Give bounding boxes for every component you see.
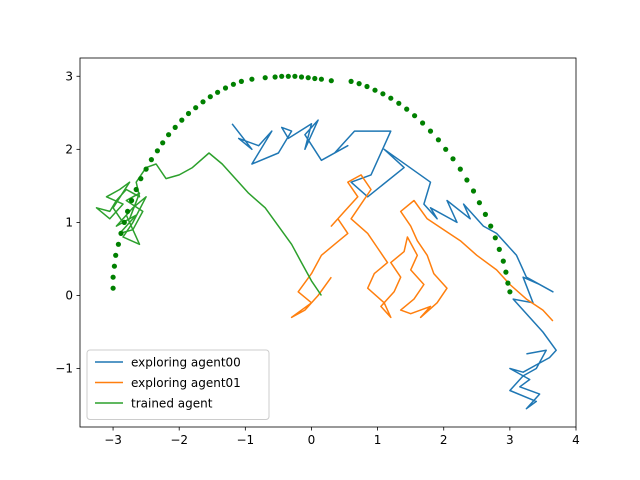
scatter-point: [482, 211, 488, 217]
scatter-point: [496, 246, 502, 252]
scatter-point: [396, 100, 402, 106]
scatter-point: [312, 75, 318, 82]
y-tick-label: 0: [65, 288, 73, 302]
scatter-point: [285, 73, 291, 79]
scatter-point: [115, 241, 121, 247]
scatter-point: [457, 166, 463, 172]
scatter-point: [450, 156, 456, 162]
scatter-point: [249, 76, 255, 82]
scatter-point: [185, 110, 192, 117]
scatter-point: [356, 81, 362, 87]
scatter-point: [138, 176, 144, 182]
scatter-point: [133, 186, 139, 193]
y-tick-label: 3: [65, 69, 73, 83]
legend-label-trained-agent: trained agent: [131, 397, 213, 411]
scatter-point: [348, 78, 354, 84]
scatter-point: [380, 91, 386, 97]
scatter-point: [488, 223, 494, 229]
scatter-point: [420, 120, 426, 126]
axes: −3 −2 −1 0 1 2 3 4 −1 0 1 2 3: [55, 57, 580, 447]
scatter-point: [427, 128, 434, 134]
scatter-point: [222, 85, 229, 91]
scatter-point: [305, 75, 311, 81]
scatter-point: [372, 87, 378, 93]
scatter-point: [470, 188, 477, 194]
scatter-point: [503, 269, 509, 275]
scatter-point: [364, 83, 370, 90]
scatter-point: [404, 106, 410, 112]
scatter-point: [388, 95, 394, 101]
scatter-point: [111, 263, 117, 269]
scatter-point: [148, 157, 154, 163]
x-tick-label: 3: [506, 433, 514, 447]
scatter-point: [207, 94, 213, 100]
scatter-point: [193, 105, 199, 111]
legend: exploring agent00 exploring agent01 traine…: [86, 349, 270, 420]
scatter-point: [125, 208, 131, 214]
x-tick-label: −2: [170, 433, 188, 447]
legend-label-exploring-agent01: exploring agent01: [131, 376, 241, 390]
scatter-point: [412, 113, 418, 119]
scatter-point: [500, 258, 506, 264]
scatter-point: [113, 252, 119, 258]
scatter-point: [166, 132, 172, 138]
scatter-point: [279, 73, 285, 79]
scatter-point: [298, 74, 305, 80]
scatter-point: [492, 235, 498, 241]
y-tick-label: 2: [65, 142, 73, 156]
y-tick-label: 1: [65, 215, 73, 229]
scatter-point: [443, 146, 449, 152]
series-line-exploring-agent01: [290, 174, 554, 322]
scatter-point: [230, 81, 236, 87]
scatter-point: [435, 137, 441, 143]
x-tick-label: 1: [374, 433, 382, 447]
scatter-point: [292, 73, 298, 79]
x-tick-label: −3: [104, 433, 122, 447]
legend-label-exploring-agent00: exploring agent00: [131, 356, 241, 370]
x-tick-label: 0: [308, 433, 316, 447]
scatter-point: [121, 219, 127, 225]
scatter-point: [272, 74, 278, 80]
x-tick-label: −1: [236, 433, 254, 447]
scatter-point: [464, 177, 470, 183]
series-line-trained-agent: [95, 152, 323, 296]
scatter-point: [143, 166, 149, 172]
legend-box: [86, 349, 270, 420]
scatter-point: [154, 148, 160, 154]
x-tick-label: 2: [440, 433, 448, 447]
series-line-exploring-agent00: [231, 119, 557, 410]
scatter-point: [172, 124, 178, 130]
scatter-point: [507, 289, 513, 295]
scatter-point: [160, 140, 166, 146]
scatter-point: [129, 197, 135, 204]
x-tick-label: 4: [572, 433, 580, 447]
scatter-point: [110, 274, 116, 280]
scatter-point: [328, 78, 334, 84]
plot-area: [95, 73, 557, 410]
scatter-point: [110, 285, 116, 291]
series-group: [95, 73, 557, 410]
y-tick-label: −1: [55, 362, 73, 376]
scatter-point: [118, 230, 124, 236]
axes-frame: [79, 57, 577, 428]
scatter-point: [215, 89, 221, 95]
scatter-point: [262, 75, 268, 81]
scatter-point: [179, 117, 185, 123]
scatter-point: [238, 78, 244, 84]
scatter-point: [200, 99, 206, 105]
scatter-point: [318, 76, 324, 82]
scatter-point: [476, 200, 482, 206]
scatter-point: [505, 280, 511, 286]
